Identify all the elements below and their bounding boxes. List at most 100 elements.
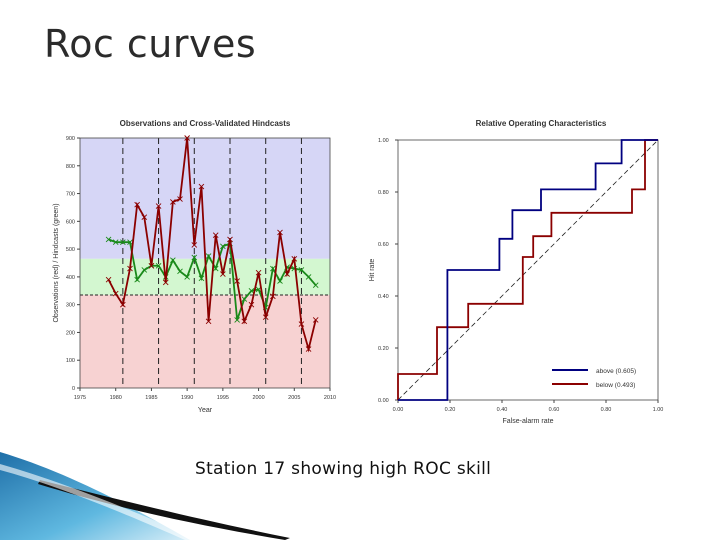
swoosh-highlight — [0, 464, 200, 540]
hindcasts-point — [177, 268, 183, 275]
observations-point — [170, 199, 176, 205]
observations-point — [277, 229, 283, 236]
y-tick-label: 100 — [66, 358, 75, 364]
hindcasts-point — [305, 274, 312, 280]
y-tick-label: 300 — [66, 303, 75, 309]
hindcasts-point — [134, 276, 140, 283]
observations-point — [105, 276, 112, 283]
observations-point — [234, 278, 240, 284]
observations-point — [127, 265, 133, 272]
y-tick-label: 400 — [66, 275, 75, 281]
observations-point — [305, 346, 312, 352]
tercile-bands — [80, 138, 330, 388]
y-axis-label: Observations (red) / Hindcasts (green) — [53, 203, 60, 322]
hindcasts-point — [191, 254, 198, 261]
hindcasts-point — [170, 257, 176, 264]
observations-point — [255, 269, 262, 276]
y-tick-label: 700 — [66, 192, 75, 198]
observations-point — [270, 293, 276, 300]
axes: 0.00 0.20 0.40 0.60 0.80 1.00 0.00 0.20 0.40 0.60… — [378, 138, 663, 413]
observations-point — [134, 201, 140, 208]
plot-frame — [79, 137, 331, 389]
hindcast-chart: Observations and Cross-Validated Hindcas… — [48, 112, 344, 418]
hindcasts-point — [277, 278, 283, 284]
hindcasts-point — [205, 253, 212, 259]
hindcasts-point — [298, 267, 305, 273]
y-tick-label: 0.60 — [378, 242, 389, 248]
hindcasts-point — [155, 262, 162, 269]
slide-caption: Station 17 showing high ROC skill — [195, 459, 492, 479]
series-group — [105, 135, 319, 353]
x-tick-label: 1990 — [181, 395, 193, 401]
hindcasts-point — [198, 275, 205, 282]
hindcasts-point — [248, 287, 255, 294]
y-axis-label: Hit rate — [369, 259, 376, 282]
x-tick-label: 2005 — [288, 395, 300, 401]
observations-point — [148, 262, 155, 269]
observations-point — [205, 318, 212, 325]
roc-below-line — [397, 139, 658, 400]
hindcasts-point — [127, 239, 133, 245]
y-tick-label: 0.80 — [378, 190, 389, 196]
chart-background — [352, 112, 670, 430]
observations-point — [291, 256, 298, 262]
observations-point — [248, 301, 255, 308]
x-tick-label: 0.40 — [497, 407, 508, 413]
y-tick-label: 1.00 — [378, 138, 389, 144]
slide-title: Roc curves — [44, 22, 257, 66]
x-tick-label: 0.20 — [445, 407, 456, 413]
roc-above-line — [398, 139, 658, 401]
x-tick-label: 1985 — [145, 395, 157, 401]
x-tick-label: 0.00 — [393, 407, 404, 413]
legend-label-below: below (0.493) — [596, 382, 635, 389]
decorative-swoosh — [0, 452, 290, 540]
observations-point — [177, 196, 183, 202]
y-tick-label: 600 — [66, 219, 75, 225]
x-tick-label: 1995 — [217, 395, 229, 401]
y-tick-label: 0 — [72, 386, 75, 392]
hindcasts-point — [120, 239, 126, 245]
x-tick-label: 2010 — [324, 395, 336, 401]
y-tick-label: 0.40 — [378, 294, 389, 300]
x-tick-label: 0.60 — [549, 407, 560, 413]
observations-point — [155, 203, 162, 209]
observations-point — [191, 242, 198, 248]
observations-point — [198, 183, 205, 190]
y-tick-label: 500 — [66, 247, 75, 253]
x-tick-label: 1.00 — [653, 407, 664, 413]
observations-point — [298, 321, 305, 327]
hindcasts-point — [212, 265, 219, 272]
observations-point — [241, 318, 248, 325]
below-normal-band — [80, 294, 330, 388]
x-axis-label: False-alarm rate — [503, 418, 554, 425]
hindcasts-point — [234, 317, 240, 323]
y-tick-label: 200 — [66, 330, 75, 336]
y-tick-label: 0.20 — [378, 346, 389, 352]
chart-title: Observations and Cross-Validated Hindcas… — [120, 119, 291, 128]
observations-point — [141, 214, 148, 220]
x-tick-label: 0.80 — [601, 407, 612, 413]
axes: 1975 1980 1985 1990 1995 2000 2005 2010 0 100 200 3… — [66, 136, 336, 401]
hindcasts-point — [312, 282, 319, 289]
hindcasts-point — [184, 274, 190, 280]
observations-point — [112, 290, 119, 297]
hindcasts-point — [241, 296, 248, 302]
observations-point — [162, 279, 169, 286]
chart-title: Relative Operating Characteristics — [476, 119, 607, 128]
observations-point — [212, 232, 219, 239]
observations-point — [284, 271, 290, 277]
roc-chart: Relative Operating Characteristics 0.00 0… — [352, 112, 670, 430]
y-tick-label: 800 — [66, 164, 75, 170]
x-tick-label: 1980 — [110, 395, 122, 401]
swoosh-black — [38, 480, 290, 540]
observations-point — [312, 317, 319, 323]
observations-point — [227, 236, 233, 243]
hindcasts-point — [141, 267, 148, 273]
x-axis-label: Year — [198, 407, 213, 414]
y-tick-label: 900 — [66, 136, 75, 142]
plot-frame — [397, 139, 659, 401]
observations-point — [120, 301, 126, 308]
observations-point — [184, 135, 190, 141]
no-skill-diagonal — [397, 139, 659, 401]
y-tick-label: 0.00 — [378, 398, 389, 404]
